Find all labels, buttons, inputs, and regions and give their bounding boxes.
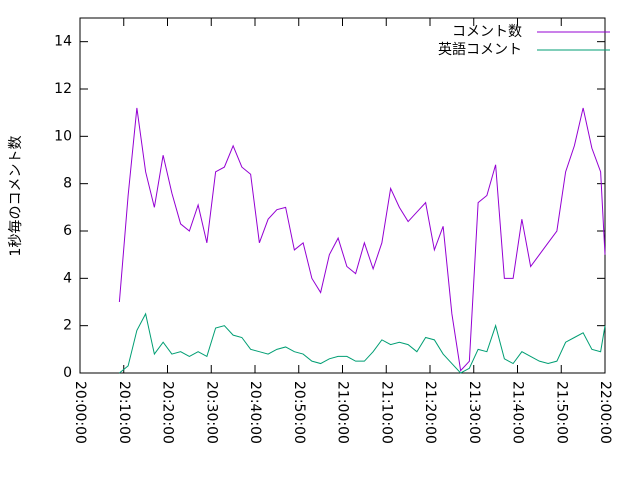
x-tick-label: 20:20:00 xyxy=(160,381,176,444)
y-tick-label: 0 xyxy=(63,365,72,381)
y-tick-label: 2 xyxy=(63,318,72,334)
y-tick-label: 10 xyxy=(54,128,72,144)
y-tick-label: 6 xyxy=(63,223,72,239)
legend-label: 英語コメント xyxy=(438,41,522,58)
y-tick-label: 4 xyxy=(63,270,72,286)
x-tick-label: 21:00:00 xyxy=(335,381,351,444)
series-line xyxy=(119,312,606,374)
y-tick-label: 12 xyxy=(54,81,72,97)
x-tick-label: 20:00:00 xyxy=(72,381,88,444)
y-tick-label: 14 xyxy=(54,34,72,50)
x-tick-label: 22:00:00 xyxy=(597,381,613,444)
series-line xyxy=(118,107,606,372)
x-tick-label: 21:50:00 xyxy=(553,381,569,444)
x-tick-label: 21:30:00 xyxy=(466,381,482,444)
x-tick-label: 20:30:00 xyxy=(203,381,219,444)
x-tick-label: 21:10:00 xyxy=(378,381,394,444)
x-tick-label: 21:40:00 xyxy=(510,381,526,444)
x-tick-label: 20:40:00 xyxy=(247,381,263,444)
plot-border xyxy=(79,17,606,374)
legend-label: コメント数 xyxy=(452,24,522,40)
y-axis-label: 1秒毎のコメント数 xyxy=(8,136,24,257)
x-tick-label: 20:50:00 xyxy=(291,381,307,444)
x-tick-label: 20:10:00 xyxy=(116,381,132,444)
y-tick-label: 8 xyxy=(63,176,72,192)
x-tick-label: 21:20:00 xyxy=(422,381,438,444)
